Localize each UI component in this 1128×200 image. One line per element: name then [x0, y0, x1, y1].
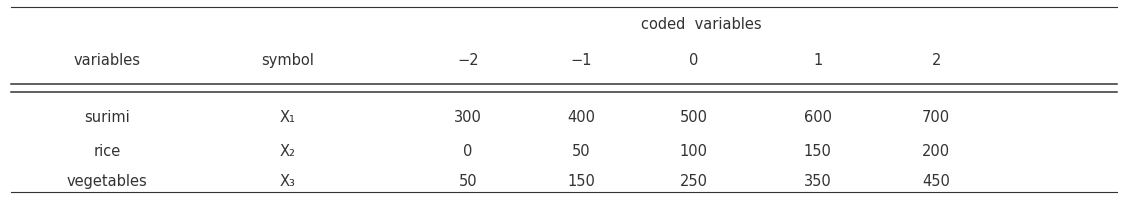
Text: X₁: X₁: [280, 110, 296, 124]
Text: rice: rice: [94, 144, 121, 158]
Text: coded  variables: coded variables: [642, 17, 761, 31]
Text: 2: 2: [932, 53, 941, 67]
Text: 150: 150: [804, 144, 831, 158]
Text: 600: 600: [804, 110, 831, 124]
Text: 300: 300: [455, 110, 482, 124]
Text: 700: 700: [923, 110, 950, 124]
Text: 450: 450: [923, 174, 950, 188]
Text: surimi: surimi: [85, 110, 130, 124]
Text: 150: 150: [567, 174, 594, 188]
Text: 200: 200: [923, 144, 950, 158]
Text: 250: 250: [680, 174, 707, 188]
Text: 0: 0: [464, 144, 473, 158]
Text: −1: −1: [570, 53, 592, 67]
Text: 400: 400: [567, 110, 594, 124]
Text: 0: 0: [689, 53, 698, 67]
Text: X₂: X₂: [280, 144, 296, 158]
Text: 1: 1: [813, 53, 822, 67]
Text: 100: 100: [680, 144, 707, 158]
Text: 500: 500: [680, 110, 707, 124]
Text: variables: variables: [73, 53, 141, 67]
Text: X₃: X₃: [280, 174, 296, 188]
Text: 50: 50: [459, 174, 477, 188]
Text: symbol: symbol: [262, 53, 314, 67]
Text: 350: 350: [804, 174, 831, 188]
Text: 50: 50: [572, 144, 590, 158]
Text: vegetables: vegetables: [67, 174, 148, 188]
Text: −2: −2: [457, 53, 479, 67]
